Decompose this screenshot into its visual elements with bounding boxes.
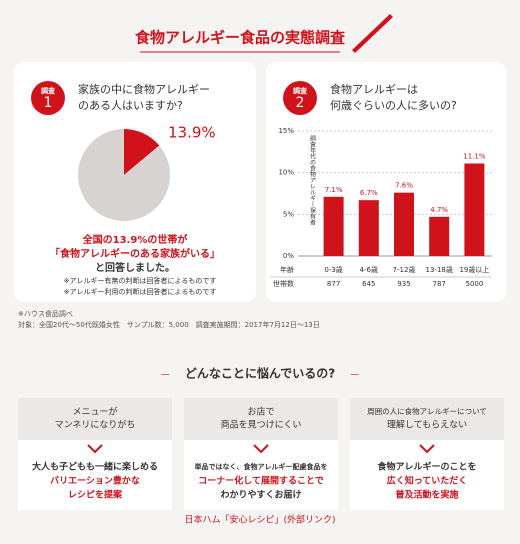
bar (464, 163, 485, 256)
summary: 「食物アレルギーのある家族がいる」 (50, 247, 220, 260)
value-label: 7.1% (325, 186, 343, 194)
bar (358, 200, 379, 256)
source-note: ※ハウス食品調べ (18, 309, 73, 318)
dash: — (350, 370, 359, 380)
summary: 全国の13.9%の世帯が (82, 233, 189, 246)
badge (283, 81, 317, 115)
page-title: 食物アレルギー食品の実態調査 (135, 29, 346, 47)
card-header (18, 398, 172, 440)
summary: と回答しました。 (95, 261, 175, 274)
card-problem: 周囲の人に食物アレルギーについて (367, 406, 487, 416)
question: のある人はいますか? (78, 99, 183, 112)
card-solution: 広く知っていただく (387, 475, 468, 487)
y-tick-label: 0% (283, 252, 294, 260)
value-label: 11.1% (463, 153, 486, 161)
x-tick-label: 0-3歳 (324, 265, 342, 274)
card-solution: 単品ではなく、食物アレルギー配慮食品を (195, 462, 328, 471)
card-solution: コーナー化して展開することで (198, 475, 323, 487)
source-note: 対象：全国20代〜50代既婚女性 サンプル数：5,000 調査実施期間：2017… (18, 320, 320, 329)
card-problem: メニューが (72, 406, 117, 418)
note: ※アレルギー利用の判断は回答者によるものです (64, 287, 217, 296)
chevron (253, 444, 269, 454)
value-label: 6.7% (360, 189, 378, 197)
bar (394, 192, 414, 256)
card-problem: お店で (247, 406, 274, 418)
card-solution: 食物アレルギーのことを (376, 461, 476, 473)
card-solution: わかりやすくお届け (220, 490, 301, 501)
x-tick-label: 13-18歳 (426, 265, 453, 274)
pie-slice (124, 129, 160, 175)
chevron (419, 444, 435, 454)
card-problem: 商品を見つけにくい (221, 419, 302, 431)
card-problem: マンネリになりがち (55, 419, 136, 431)
x-tick-label: 19歳以上 (459, 265, 489, 274)
table-row-label: 年齢 (280, 265, 294, 274)
note: ※アレルギー有無の判断は回答者によるものです (64, 276, 217, 285)
chevron (87, 444, 103, 454)
card-problem: 理解してもらえない (387, 419, 467, 431)
badge-label: 調査 (41, 86, 56, 95)
question: 家族の中に食物アレルギー (78, 82, 210, 96)
card-solution: 普及活動を実施 (395, 489, 458, 501)
card-solution: バリエーション豊かな (50, 475, 140, 487)
badge-number: 1 (44, 95, 53, 111)
table-cell: 5000 (465, 280, 483, 288)
y-tick-label: 5% (283, 210, 294, 218)
x-tick-label: 7-12歳 (393, 265, 416, 274)
table-row-label: 世帯数 (273, 279, 294, 288)
section-title: どんなことに悩んでいるの? (185, 366, 335, 381)
value-label: 4.7% (430, 206, 448, 214)
y-axis-label: 調査年代の食物アレルギー保有者 (309, 134, 316, 226)
dash: — (161, 370, 170, 380)
table-cell: 877 (327, 280, 340, 288)
y-tick-label: 10% (278, 169, 294, 177)
pen-icon (352, 14, 393, 53)
table-cell: 787 (433, 280, 446, 288)
card-solution: 大人も子どもも一緒に楽しめる (32, 461, 158, 473)
table-cell: 935 (397, 280, 410, 288)
pie-slice (78, 129, 171, 222)
bar (323, 196, 344, 256)
question: 食物アレルギーは (330, 82, 418, 96)
table-cell: 645 (362, 280, 375, 288)
card-header (350, 398, 504, 440)
y-tick-label: 15% (278, 127, 294, 135)
x-tick-label: 4-6歳 (360, 265, 378, 274)
badge (31, 81, 65, 115)
badge-label: 調査 (293, 86, 308, 95)
value-label: 7.6% (395, 182, 413, 190)
card-header (184, 398, 338, 440)
bar (429, 216, 450, 256)
badge-number: 2 (296, 95, 305, 111)
external-link[interactable]: 日本ハム「安心レシピ」(外部リンク) (184, 514, 335, 526)
card-solution: レシピを提案 (68, 489, 123, 501)
question: 何歳ぐらいの人に多いの? (330, 98, 457, 112)
value-label: 13.9% (168, 124, 216, 142)
